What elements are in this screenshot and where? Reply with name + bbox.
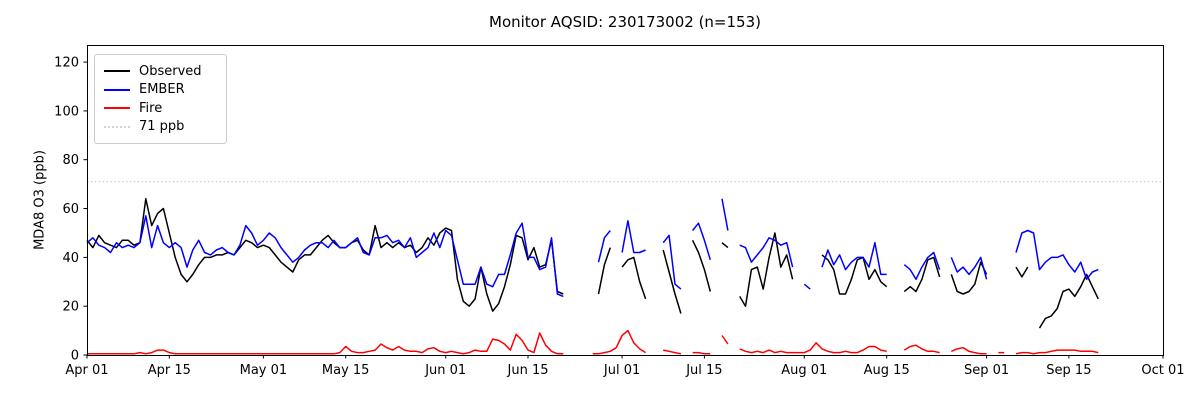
y-tick-label: 100 xyxy=(54,104,79,119)
legend-line-swatch xyxy=(104,107,130,110)
y-tick-label: 80 xyxy=(62,153,79,168)
x-tick-label: May 01 xyxy=(240,363,288,378)
x-tick-label: Oct 01 xyxy=(1141,363,1184,378)
legend-item-ember: EMBER xyxy=(104,81,216,99)
chart-title: Monitor AQSID: 230173002 (n=153) xyxy=(489,13,761,31)
legend-item-fire: Fire xyxy=(104,99,216,117)
x-tick-label: Aug 15 xyxy=(864,363,910,378)
y-tick-label: 20 xyxy=(62,300,79,315)
legend-item-observed: Observed xyxy=(104,62,216,80)
x-tick-label: Jul 01 xyxy=(603,363,640,378)
legend-label: Fire xyxy=(139,100,163,116)
series-line-observed xyxy=(86,198,1099,329)
legend-dotted-swatch xyxy=(104,125,130,128)
legend-line-swatch xyxy=(104,88,130,91)
y-tick-label: 60 xyxy=(62,202,79,217)
series-line-ember xyxy=(86,198,1099,298)
y-tick-label: 40 xyxy=(62,251,79,266)
legend-label: Observed xyxy=(139,63,202,79)
series-line-fire xyxy=(87,329,1099,355)
x-tick-label: Apr 15 xyxy=(148,363,191,378)
legend-label: EMBER xyxy=(139,82,185,98)
x-tick-label: Sep 01 xyxy=(964,363,1009,378)
x-tick-label: May 15 xyxy=(322,363,370,378)
x-tick-label: Sep 15 xyxy=(1046,363,1091,378)
axes-frame xyxy=(87,45,1164,356)
x-tick-label: Jun 01 xyxy=(424,363,466,378)
x-tick-label: Jul 15 xyxy=(685,363,722,378)
legend: Observed EMBER Fire 71 ppb xyxy=(94,54,227,144)
x-tick-label: Jun 15 xyxy=(507,363,549,378)
legend-line-swatch xyxy=(104,70,130,72)
x-tick-label: Apr 01 xyxy=(65,363,108,378)
legend-item-threshold: 71 ppb xyxy=(104,118,216,136)
y-tick-label: 120 xyxy=(54,56,79,71)
x-tick-label: Aug 01 xyxy=(781,363,827,378)
legend-label: 71 ppb xyxy=(139,119,185,135)
y-tick-label: 0 xyxy=(71,349,79,364)
